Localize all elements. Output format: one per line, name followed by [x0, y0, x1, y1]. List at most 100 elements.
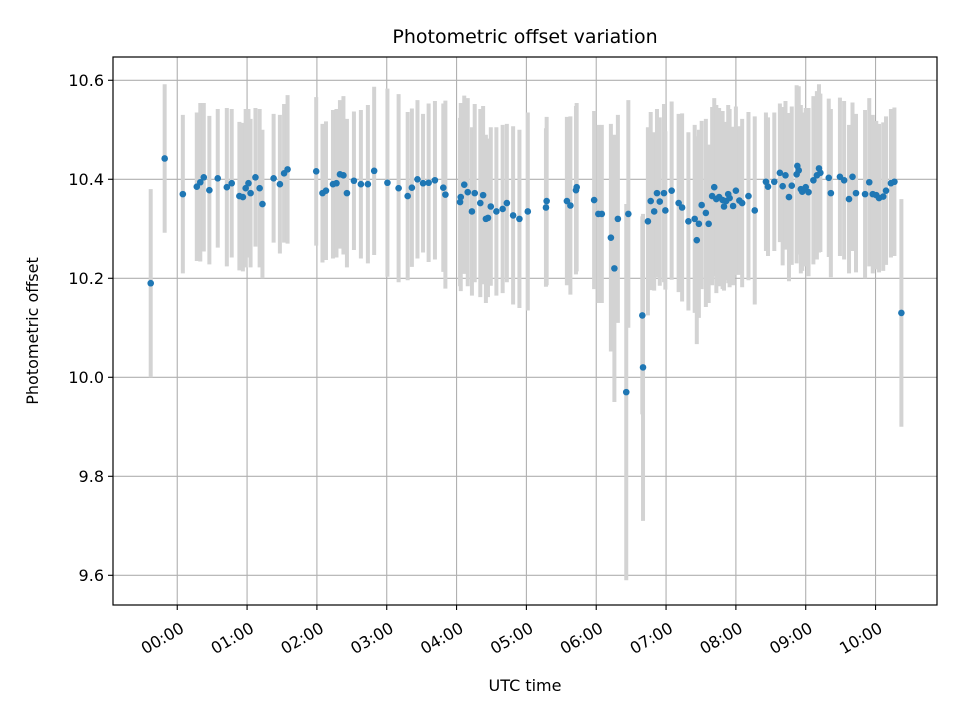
data-point — [675, 199, 682, 207]
data-point — [214, 174, 222, 182]
y-tick-label: 10.4 — [68, 170, 104, 189]
data-point — [762, 178, 770, 186]
data-point — [802, 183, 810, 191]
data-point — [668, 187, 675, 194]
data-point — [147, 279, 155, 287]
data-point — [639, 312, 646, 319]
data-point — [678, 204, 686, 211]
data-point — [456, 198, 464, 206]
y-tick-label: 10.6 — [68, 71, 104, 90]
data-point — [647, 197, 654, 205]
data-point — [395, 184, 402, 192]
data-point — [457, 193, 465, 201]
data-point — [270, 174, 277, 182]
data-point — [845, 195, 853, 203]
plot-area-frame — [112, 56, 938, 606]
data-point — [464, 188, 472, 196]
data-point — [247, 189, 254, 197]
data-point — [693, 236, 701, 244]
data-point — [795, 167, 803, 174]
data-point — [408, 184, 416, 191]
data-point — [509, 212, 517, 219]
chart-title: Photometric offset variation — [392, 26, 657, 48]
data-point — [524, 208, 532, 215]
data-point — [242, 184, 249, 192]
data-point — [259, 200, 266, 208]
y-axis-title: Photometric offset — [23, 257, 42, 405]
data-point — [333, 179, 340, 187]
data-point — [695, 220, 703, 228]
data-point — [644, 218, 652, 225]
data-point — [720, 203, 728, 210]
data-point — [364, 180, 372, 188]
data-point — [598, 210, 606, 218]
data-point — [312, 168, 320, 175]
data-point — [729, 202, 737, 210]
data-point — [751, 207, 759, 214]
data-point — [764, 183, 772, 190]
x-axis-title: UTC time — [489, 676, 562, 695]
data-point — [179, 190, 187, 198]
data-point — [404, 192, 411, 200]
data-point — [732, 187, 740, 194]
data-point — [879, 193, 887, 200]
data-point — [350, 177, 358, 185]
data-point — [484, 214, 492, 222]
data-point — [439, 184, 447, 191]
data-point — [384, 179, 391, 187]
data-point — [685, 218, 692, 225]
data-point — [543, 197, 550, 205]
data-point — [193, 183, 201, 190]
data-point — [738, 199, 746, 207]
data-point — [840, 176, 848, 184]
data-point — [239, 193, 247, 201]
data-point — [810, 176, 817, 184]
data-point — [503, 199, 511, 207]
data-point — [370, 167, 378, 175]
y-tick-label: 9.6 — [79, 566, 104, 585]
data-point — [782, 172, 789, 179]
data-point — [477, 199, 484, 207]
data-point — [827, 189, 835, 197]
data-point — [516, 215, 523, 223]
data-point — [340, 172, 347, 179]
data-point — [698, 201, 705, 209]
y-tick-label: 9.8 — [79, 467, 104, 486]
data-point — [656, 198, 664, 205]
data-point — [245, 179, 252, 187]
data-point — [805, 188, 812, 196]
data-point — [779, 182, 786, 190]
data-point — [639, 364, 647, 371]
data-point — [223, 183, 231, 191]
data-point — [785, 193, 793, 201]
data-point — [849, 173, 856, 181]
data-point — [662, 207, 669, 214]
data-point — [852, 189, 860, 197]
data-point — [611, 265, 618, 272]
data-point — [206, 186, 213, 194]
data-point — [276, 180, 284, 188]
data-point — [573, 183, 580, 191]
data-point — [865, 178, 873, 186]
data-point — [442, 191, 449, 198]
data-point — [161, 155, 168, 162]
data-point — [898, 309, 905, 317]
data-point — [284, 166, 291, 173]
data-point — [542, 204, 550, 211]
data-point — [479, 191, 487, 199]
data-point — [882, 187, 890, 194]
data-point — [817, 169, 824, 177]
data-point — [776, 169, 784, 177]
data-point — [788, 182, 796, 190]
data-point — [726, 194, 733, 202]
data-point — [705, 220, 712, 228]
data-point — [487, 203, 495, 210]
data-point — [650, 208, 658, 215]
data-point — [625, 210, 632, 218]
data-point — [200, 173, 208, 181]
data-point — [425, 179, 432, 187]
data-point — [196, 178, 204, 186]
data-point — [471, 189, 479, 197]
data-point — [861, 190, 869, 198]
data-point — [622, 388, 630, 396]
